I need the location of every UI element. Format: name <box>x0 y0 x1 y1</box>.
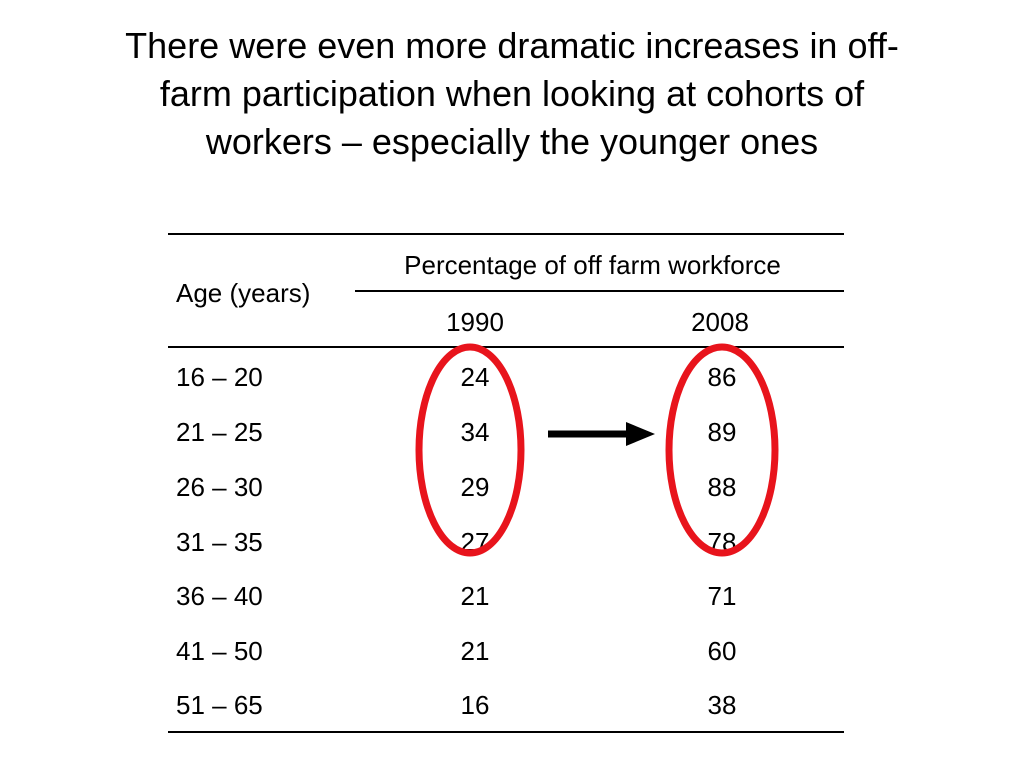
value-1990-cell: 29 <box>460 472 490 502</box>
slide-title: There were even more dramatic increases … <box>40 22 984 166</box>
value-2008-cell: 89 <box>707 417 737 447</box>
row-header-label: Age (years) <box>176 278 311 308</box>
age-cell: 51 – 65 <box>176 690 263 720</box>
highlight-circle-2008 <box>665 343 779 557</box>
age-cell: 26 – 30 <box>176 472 263 502</box>
highlight-circle-1990 <box>415 343 525 557</box>
title-line-2: farm participation when looking at cohor… <box>159 73 865 114</box>
arrow-head-icon <box>626 422 655 446</box>
value-2008-cell: 86 <box>707 362 737 392</box>
table-bottom-rule <box>168 731 844 733</box>
title-line-1: There were even more dramatic increases … <box>125 25 899 66</box>
age-cell: 36 – 40 <box>176 581 263 611</box>
value-2008-cell: 71 <box>707 581 737 611</box>
column-header-2008: 2008 <box>691 307 749 337</box>
column-header-1990: 1990 <box>446 307 504 337</box>
value-2008-cell: 38 <box>707 690 737 720</box>
value-1990-cell: 16 <box>460 690 490 720</box>
age-cell: 41 – 50 <box>176 636 263 666</box>
age-cell: 21 – 25 <box>176 417 263 447</box>
value-2008-cell: 60 <box>707 636 737 666</box>
value-1990-cell: 21 <box>460 581 490 611</box>
age-cell: 31 – 35 <box>176 527 263 557</box>
group-header-label: Percentage of off farm workforce <box>404 250 781 280</box>
title-line-3: workers – especially the younger ones <box>205 121 819 162</box>
group-header-rule <box>355 290 844 292</box>
value-1990-cell: 34 <box>460 417 490 447</box>
table-top-rule <box>168 233 844 235</box>
age-cell: 16 – 20 <box>176 362 263 392</box>
header-bottom-rule <box>168 346 844 348</box>
value-1990-cell: 24 <box>460 362 490 392</box>
value-2008-cell: 88 <box>707 472 737 502</box>
value-1990-cell: 21 <box>460 636 490 666</box>
